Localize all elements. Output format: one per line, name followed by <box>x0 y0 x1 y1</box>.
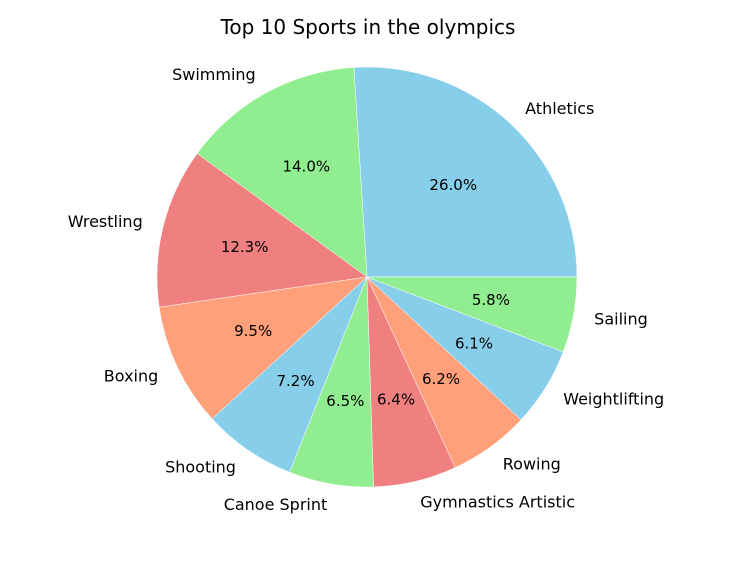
pie-slice-sailing <box>366 276 578 353</box>
slice-label-shooting: Shooting <box>165 458 236 477</box>
pct-label-canoe-sprint: 6.5% <box>326 392 364 410</box>
pie-slice-swimming <box>196 67 368 278</box>
pie-labels: 26.0% Athletics 14.0% Swimming 12.3% Wrestlin… <box>68 65 664 514</box>
pct-label-gymnastics-artistic: 6.4% <box>377 391 415 409</box>
pct-label-sailing: 5.8% <box>472 291 510 309</box>
slice-label-boxing: Boxing <box>104 367 158 386</box>
slice-label-gymnastics-artistic: Gymnastics Artistic <box>420 492 575 511</box>
pct-label-weightlifting: 6.1% <box>455 335 493 353</box>
pie-slice-athletics <box>353 66 578 278</box>
pie-slice-boxing <box>158 276 368 420</box>
slice-label-athletics: Athletics <box>525 99 594 118</box>
pie-slice-wrestling <box>156 153 368 308</box>
slice-label-swimming: Swimming <box>172 65 256 84</box>
pct-label-shooting: 7.2% <box>276 372 314 390</box>
pct-label-rowing: 6.2% <box>422 370 460 388</box>
slice-label-sailing: Sailing <box>594 309 648 328</box>
slice-label-weightlifting: Weightlifting <box>563 389 664 408</box>
pct-label-boxing: 9.5% <box>234 322 272 340</box>
slice-label-rowing: Rowing <box>503 454 561 473</box>
pie-slices <box>156 66 578 488</box>
slice-label-wrestling: Wrestling <box>68 212 143 231</box>
pct-label-wrestling: 12.3% <box>221 238 269 256</box>
pct-label-swimming: 14.0% <box>282 158 330 176</box>
pct-label-athletics: 26.0% <box>429 176 477 194</box>
slice-label-canoe-sprint: Canoe Sprint <box>224 495 328 514</box>
chart-title: Top 10 Sports in the olympics <box>220 15 516 39</box>
